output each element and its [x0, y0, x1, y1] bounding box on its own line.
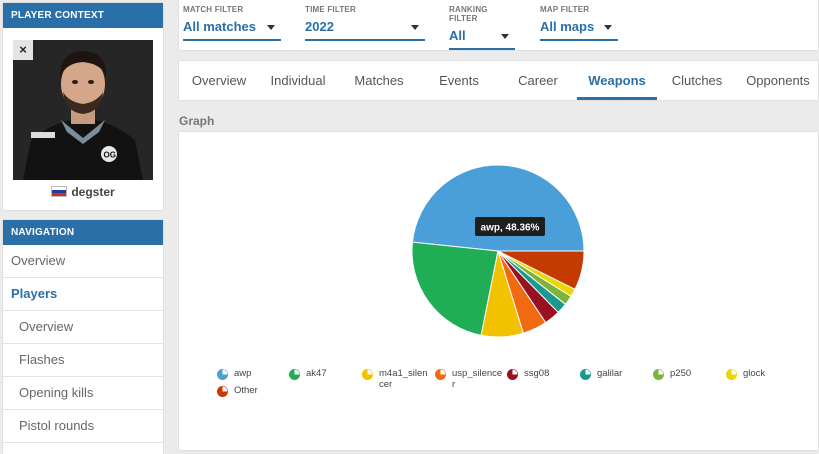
pie-legend-icon [435, 369, 446, 380]
map-filter-label: MAP FILTER [540, 5, 590, 14]
nav-subitem-flashes[interactable]: Flashes [3, 344, 163, 377]
match-filter-label: MATCH FILTER [183, 5, 244, 14]
pie-slice-ak47[interactable] [411, 241, 499, 336]
legend-label: p250 [670, 368, 692, 379]
legend-label: ak47 [306, 368, 327, 379]
section-title: Graph [179, 114, 215, 128]
player-avatar-image: OG [13, 40, 153, 180]
legend-label: glock [743, 368, 766, 379]
navigation-panel: NAVIGATION Overview Players Overview Fla… [3, 220, 163, 454]
nav-item-overview[interactable]: Overview [3, 245, 163, 278]
player-photo: OG [13, 40, 153, 180]
weapons-pie-chart: awp, 48.36% [411, 164, 585, 338]
player-context-header: PLAYER CONTEXT [3, 3, 163, 28]
legend-label: Other [234, 385, 258, 396]
nav-item-players[interactable]: Players [3, 278, 163, 311]
player-context-panel: PLAYER CONTEXT OG × degster [3, 3, 163, 210]
tab-matches[interactable]: Matches [354, 73, 404, 88]
ranking-filter-value: All [449, 28, 466, 43]
match-filter-value: All matches [183, 19, 256, 34]
pie-slice-other[interactable] [497, 250, 585, 290]
match-filter-select[interactable]: All matches [183, 17, 281, 41]
tab-clutches[interactable]: Clutches [671, 73, 723, 88]
caret-down-icon [501, 34, 509, 39]
tab-individual[interactable]: Individual [270, 73, 326, 88]
pie-legend-icon [217, 386, 228, 397]
time-filter-value: 2022 [305, 19, 334, 34]
legend-label: galilar [597, 368, 623, 379]
map-filter: MAP FILTER All maps [540, 5, 618, 41]
legend-label: awp [234, 368, 252, 379]
pie-legend-icon [726, 369, 737, 380]
close-player-context-button[interactable]: × [13, 40, 33, 60]
navigation-header: NAVIGATION [3, 220, 163, 245]
time-filter-select[interactable]: 2022 [305, 17, 425, 41]
nav-subitem-pistol-rounds[interactable]: Pistol rounds [3, 410, 163, 443]
pie-slice-awp[interactable] [411, 164, 585, 252]
caret-down-icon [411, 25, 419, 30]
pie-legend-icon [289, 369, 300, 380]
pie-legend-icon [653, 369, 664, 380]
legend-label: ssg08 [524, 368, 550, 379]
filters-bar: MATCH FILTER All matches TIME FILTER 202… [179, 0, 818, 50]
stats-tabs: Overview Individual Matches Events Caree… [179, 61, 818, 100]
slice-tooltip: awp, 48.36% [475, 217, 545, 236]
ranking-filter-label: RANKING FILTER [449, 5, 488, 23]
legend-label: usp_silencer [452, 368, 503, 390]
tooltip-text: awp, 48.36% [481, 223, 540, 234]
match-filter: MATCH FILTER All matches [183, 5, 281, 41]
pie-legend-icon [507, 369, 518, 380]
svg-text:OG: OG [104, 151, 116, 160]
pie-legend-icon [217, 369, 228, 380]
tab-events[interactable]: Events [439, 73, 479, 88]
graph-panel: awp, 48.36% awp ak47 m4a1_silencer usp_sile… [179, 132, 818, 450]
legend-label: m4a1_silencer [379, 368, 428, 390]
map-filter-value: All maps [540, 19, 595, 34]
player-name: degster [71, 185, 115, 199]
time-filter: TIME FILTER 2022 [305, 5, 425, 41]
russia-flag-icon [51, 186, 68, 197]
time-filter-label: TIME FILTER [305, 5, 356, 14]
pie-legend-icon [580, 369, 591, 380]
nav-subitem-overview[interactable]: Overview [3, 311, 163, 344]
nav-subitem-opening-kills[interactable]: Opening kills [3, 377, 163, 410]
caret-down-icon [604, 25, 612, 30]
player-name-row: degster [3, 185, 163, 199]
map-filter-select[interactable]: All maps [540, 17, 618, 41]
caret-down-icon [267, 25, 275, 30]
tab-weapons[interactable]: Weapons [577, 61, 657, 100]
ranking-filter: RANKING FILTER All [449, 5, 515, 50]
ranking-filter-select[interactable]: All [449, 26, 515, 50]
tab-opponents[interactable]: Opponents [746, 73, 810, 88]
pie-legend-icon [362, 369, 373, 380]
tab-overview[interactable]: Overview [191, 73, 247, 88]
tab-career[interactable]: Career [518, 73, 558, 88]
